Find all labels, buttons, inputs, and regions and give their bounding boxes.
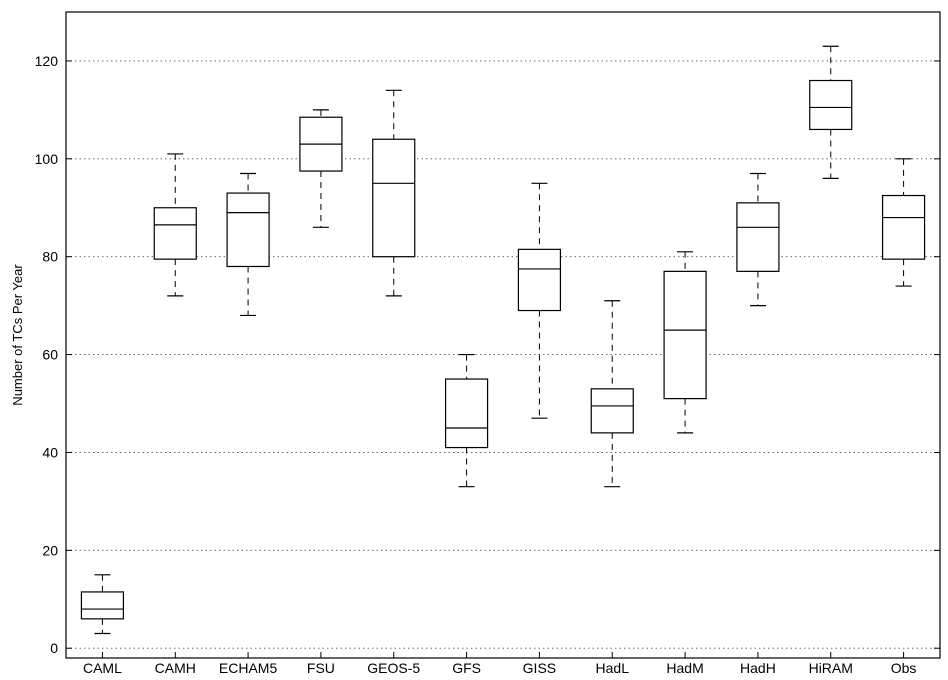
iqr-box-caml	[80, 591, 125, 620]
y-tick-label-100: 100	[35, 151, 59, 167]
box-hadl	[590, 300, 634, 488]
y-tick-label-80: 80	[42, 249, 58, 265]
iqr-box-gfs	[444, 378, 489, 449]
iqr-box-camh	[153, 207, 197, 260]
x-tick-label-hiram: HiRAM	[809, 660, 853, 675]
y-tick-label-120: 120	[35, 53, 59, 69]
x-tick-label-echam5: ECHAM5	[219, 660, 278, 675]
x-tick-label-caml: CAML	[83, 660, 122, 675]
iqr-box-geos-5	[372, 138, 416, 258]
box-hadm	[663, 251, 707, 434]
x-tick-label-hadl: HadL	[596, 660, 630, 675]
box-caml	[80, 574, 125, 635]
x-tick-label-hadh: HadH	[740, 660, 776, 675]
y-tick-label-60: 60	[42, 347, 58, 363]
x-tick-label-hadm: HadM	[666, 660, 703, 675]
box-hadh	[736, 172, 780, 307]
y-axis-label: Number of TCs Per Year	[10, 264, 25, 406]
plot-frame	[65, 11, 941, 659]
y-tick-label-40: 40	[42, 444, 58, 460]
box-obs	[881, 158, 926, 287]
iqr-box-hiram	[809, 79, 853, 131]
axis-layer: CAML CAMH ECHAM5 FSU GEOS-5 GFS GISS HadL HadM Ha…	[35, 11, 941, 676]
box-layer	[80, 45, 926, 635]
iqr-box-hadl	[590, 388, 634, 434]
x-tick-label-geos-5: GEOS-5	[367, 660, 420, 675]
box-camh	[153, 153, 197, 297]
iqr-box-obs	[881, 194, 926, 260]
x-tick-label-fsu: FSU	[307, 660, 335, 675]
x-tick-label-obs: Obs	[891, 660, 917, 675]
box-hiram	[809, 45, 853, 179]
box-echam5	[226, 172, 270, 317]
box-gfs	[444, 353, 489, 488]
box-giss	[517, 182, 562, 419]
x-tick-label-giss: GISS	[523, 660, 556, 675]
box-fsu	[299, 109, 343, 228]
iqr-box-hadh	[736, 202, 780, 272]
y-tick-label-0: 0	[50, 640, 58, 656]
iqr-box-hadm	[663, 270, 707, 400]
y-tick-label-20: 20	[42, 542, 58, 558]
grid-layer	[66, 60, 940, 649]
box-geos-5	[372, 89, 416, 297]
iqr-box-echam5	[226, 192, 270, 268]
x-tick-label-camh: CAMH	[155, 660, 196, 675]
iqr-box-giss	[517, 248, 562, 312]
x-tick-label-gfs: GFS	[452, 660, 481, 675]
